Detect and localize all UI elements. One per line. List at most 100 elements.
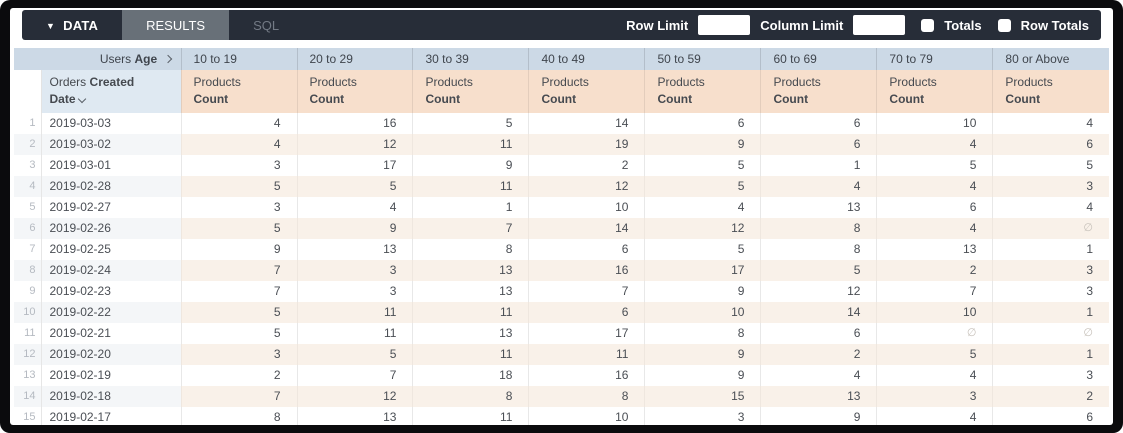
value-cell[interactable]: 4 [876,133,993,155]
value-cell[interactable]: 1 [760,154,877,176]
value-cell[interactable]: 11 [412,406,529,425]
row-totals-checkbox[interactable] [997,18,1011,32]
value-cell[interactable]: 13 [760,196,877,218]
date-cell[interactable]: 2019-03-02 [41,133,182,155]
tab-data[interactable]: ▼ DATA [22,10,122,40]
date-cell[interactable]: 2019-02-27 [49,199,111,214]
pivot-value-header[interactable]: 10 to 19 [180,48,297,70]
value-cell[interactable]: 16 [528,364,645,386]
value-cell[interactable]: 19 [528,133,645,155]
totals-checkbox[interactable] [921,18,935,32]
value-cell[interactable]: 11 [412,301,529,323]
value-cell[interactable]: 4 [876,217,993,239]
value-cell[interactable]: 3 [992,364,1109,386]
value-cell[interactable]: 4 [644,196,761,218]
value-cell[interactable]: 11 [412,343,529,365]
dimension-header[interactable]: Orders Created Date [41,70,182,113]
value-cell[interactable]: 16 [528,259,645,281]
value-cell[interactable]: 9 [644,133,761,155]
value-cell[interactable]: 6 [876,196,993,218]
date-cell[interactable]: 2019-03-01 [49,157,111,172]
value-cell[interactable]: 2 [180,364,297,386]
value-cell[interactable]: 3 [180,154,297,176]
value-cell[interactable]: 4 [992,196,1109,218]
value-cell[interactable]: 15 [644,385,761,407]
value-cell[interactable]: 5 [876,154,993,176]
value-cell[interactable]: 10 [528,196,645,218]
value-cell[interactable]: 9 [760,406,877,425]
value-cell[interactable]: 13 [296,406,413,425]
value-cell[interactable]: 9 [296,217,413,239]
value-cell[interactable]: 11 [412,175,529,197]
value-cell[interactable]: 9 [180,238,297,260]
value-cell-null[interactable]: ∅ [992,217,1109,239]
value-cell[interactable]: 7 [180,259,297,281]
value-cell[interactable]: 8 [412,238,529,260]
value-cell[interactable]: 10 [876,301,993,323]
value-cell[interactable]: 2 [760,343,877,365]
value-cell[interactable]: 17 [528,322,645,344]
value-cell[interactable]: 11 [412,133,529,155]
value-cell[interactable]: 5 [180,175,297,197]
value-cell[interactable]: 16 [296,112,413,134]
value-cell[interactable]: 6 [760,322,877,344]
value-cell[interactable]: 14 [528,112,645,134]
value-cell[interactable]: 1 [992,343,1109,365]
measure-header[interactable]: Products Count [528,70,645,113]
value-cell[interactable]: 3 [992,259,1109,281]
value-cell[interactable]: 14 [760,301,877,323]
date-cell[interactable]: 2019-02-26 [41,217,182,239]
value-cell[interactable]: 3 [180,196,297,218]
value-cell[interactable]: 12 [644,217,761,239]
measure-header[interactable]: Products Count [760,70,877,113]
pivot-value-header[interactable]: 50 to 59 [644,48,761,70]
value-cell[interactable]: 8 [760,238,877,260]
pivot-value-header[interactable]: 70 to 79 [876,48,993,70]
value-cell[interactable]: 9 [412,154,529,176]
date-cell[interactable]: 2019-02-19 [49,367,111,382]
value-cell[interactable]: 6 [528,238,645,260]
value-cell[interactable]: 5 [644,238,761,260]
value-cell[interactable]: 1 [992,238,1109,260]
value-cell[interactable]: 10 [644,301,761,323]
value-cell[interactable]: 5 [180,322,297,344]
value-cell[interactable]: 5 [876,343,993,365]
value-cell[interactable]: 5 [412,112,529,134]
date-cell[interactable]: 2019-02-17 [49,409,111,424]
value-cell[interactable]: 7 [180,280,297,302]
value-cell[interactable]: 13 [760,385,877,407]
value-cell[interactable]: 5 [180,217,297,239]
value-cell[interactable]: 11 [296,301,413,323]
value-cell[interactable]: 13 [876,238,993,260]
value-cell[interactable]: 12 [528,175,645,197]
value-cell[interactable]: 6 [760,133,877,155]
value-cell[interactable]: 8 [528,385,645,407]
value-cell[interactable]: 5 [760,259,877,281]
value-cell[interactable]: 13 [412,280,529,302]
value-cell[interactable]: 8 [760,217,877,239]
value-cell[interactable]: 6 [528,301,645,323]
value-cell[interactable]: 7 [180,385,297,407]
value-cell[interactable]: 2 [528,154,645,176]
column-limit-input[interactable] [853,15,906,35]
value-cell[interactable]: 8 [180,406,297,425]
value-cell[interactable]: 11 [296,322,413,344]
measure-header[interactable]: Products Count [644,70,761,113]
date-cell[interactable]: 2019-02-18 [41,385,182,407]
value-cell[interactable]: 11 [528,343,645,365]
value-cell[interactable]: 3 [296,280,413,302]
date-cell[interactable]: 2019-02-24 [41,259,182,281]
value-cell-null[interactable]: ∅ [992,322,1109,344]
measure-header[interactable]: Products Count [296,70,413,113]
value-cell[interactable]: 10 [876,112,993,134]
value-cell[interactable]: 7 [296,364,413,386]
value-cell[interactable]: 3 [180,343,297,365]
value-cell[interactable]: 5 [180,301,297,323]
value-cell[interactable]: 8 [412,385,529,407]
value-cell[interactable]: 9 [644,343,761,365]
value-cell[interactable]: 4 [992,112,1109,134]
value-cell[interactable]: 6 [992,406,1109,425]
value-cell[interactable]: 14 [528,217,645,239]
value-cell[interactable]: 3 [644,406,761,425]
measure-header[interactable]: Products Count [180,70,297,113]
